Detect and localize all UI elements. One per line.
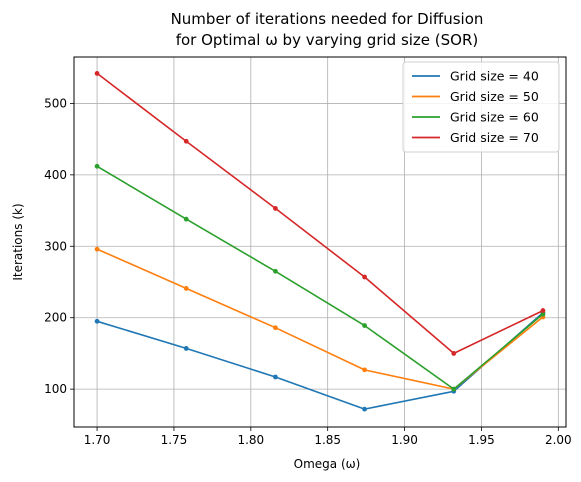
- data-point: [94, 71, 100, 76]
- data-point: [362, 323, 367, 328]
- data-point: [273, 325, 278, 331]
- legend-label: Grid size = 50: [450, 89, 539, 104]
- data-point: [362, 367, 367, 373]
- y-tick-label: 500: [44, 96, 67, 110]
- y-axis-label: Iterations (k): [11, 203, 25, 280]
- data-point: [451, 351, 457, 356]
- series-line-1: [96, 312, 544, 410]
- x-tick-label: 1.95: [468, 433, 495, 447]
- chart-title-line-1: Number of iterations needed for Diffusio…: [171, 10, 484, 28]
- series-line-2: [96, 248, 544, 390]
- data-point: [94, 246, 100, 252]
- x-tick-label: 1.85: [314, 433, 341, 447]
- legend-label: Grid size = 40: [450, 69, 539, 84]
- data-point: [540, 308, 546, 313]
- x-tick-label: 1.90: [391, 433, 418, 447]
- x-tick-label: 1.70: [84, 433, 111, 447]
- plot-frame: [73, 56, 567, 428]
- legend-box: [402, 61, 560, 153]
- legend-label: Grid size = 60: [450, 110, 539, 125]
- data-point: [183, 138, 189, 144]
- data-point: [183, 346, 189, 351]
- x-tick-label: 1.80: [237, 433, 264, 447]
- x-tick-label: 2.00: [545, 433, 572, 447]
- data-point: [94, 318, 100, 324]
- x-tick-label: 1.75: [161, 433, 188, 447]
- series-line-4: [96, 72, 544, 355]
- y-tick-label: 400: [44, 168, 67, 182]
- data-point: [362, 406, 367, 412]
- legend-label: Grid size = 70: [450, 130, 539, 145]
- data-point: [362, 274, 367, 280]
- y-tick-label: 200: [44, 311, 67, 325]
- data-point: [183, 216, 189, 222]
- legend: Grid size = 40 Grid size = 50 Grid size = …: [402, 61, 560, 153]
- series-line-3: [96, 165, 544, 390]
- data-point: [273, 374, 278, 380]
- y-tick-label: 300: [44, 239, 67, 253]
- data-point: [273, 268, 278, 274]
- y-tick-label: 100: [44, 382, 67, 396]
- data-point: [451, 386, 457, 392]
- series-layer: [94, 71, 546, 412]
- data-point: [94, 163, 100, 169]
- data-point: [540, 311, 546, 317]
- chart-title-line-2: for Optimal ω by varying grid size (SOR): [176, 31, 479, 49]
- axis-ticks: 1.70 1.75 1.80 1.85 1.90 1.95 2.00 100 200 300 400…: [44, 96, 572, 447]
- data-point: [273, 206, 278, 211]
- x-axis-label: Omega (ω): [294, 457, 361, 471]
- data-point: [183, 286, 189, 291]
